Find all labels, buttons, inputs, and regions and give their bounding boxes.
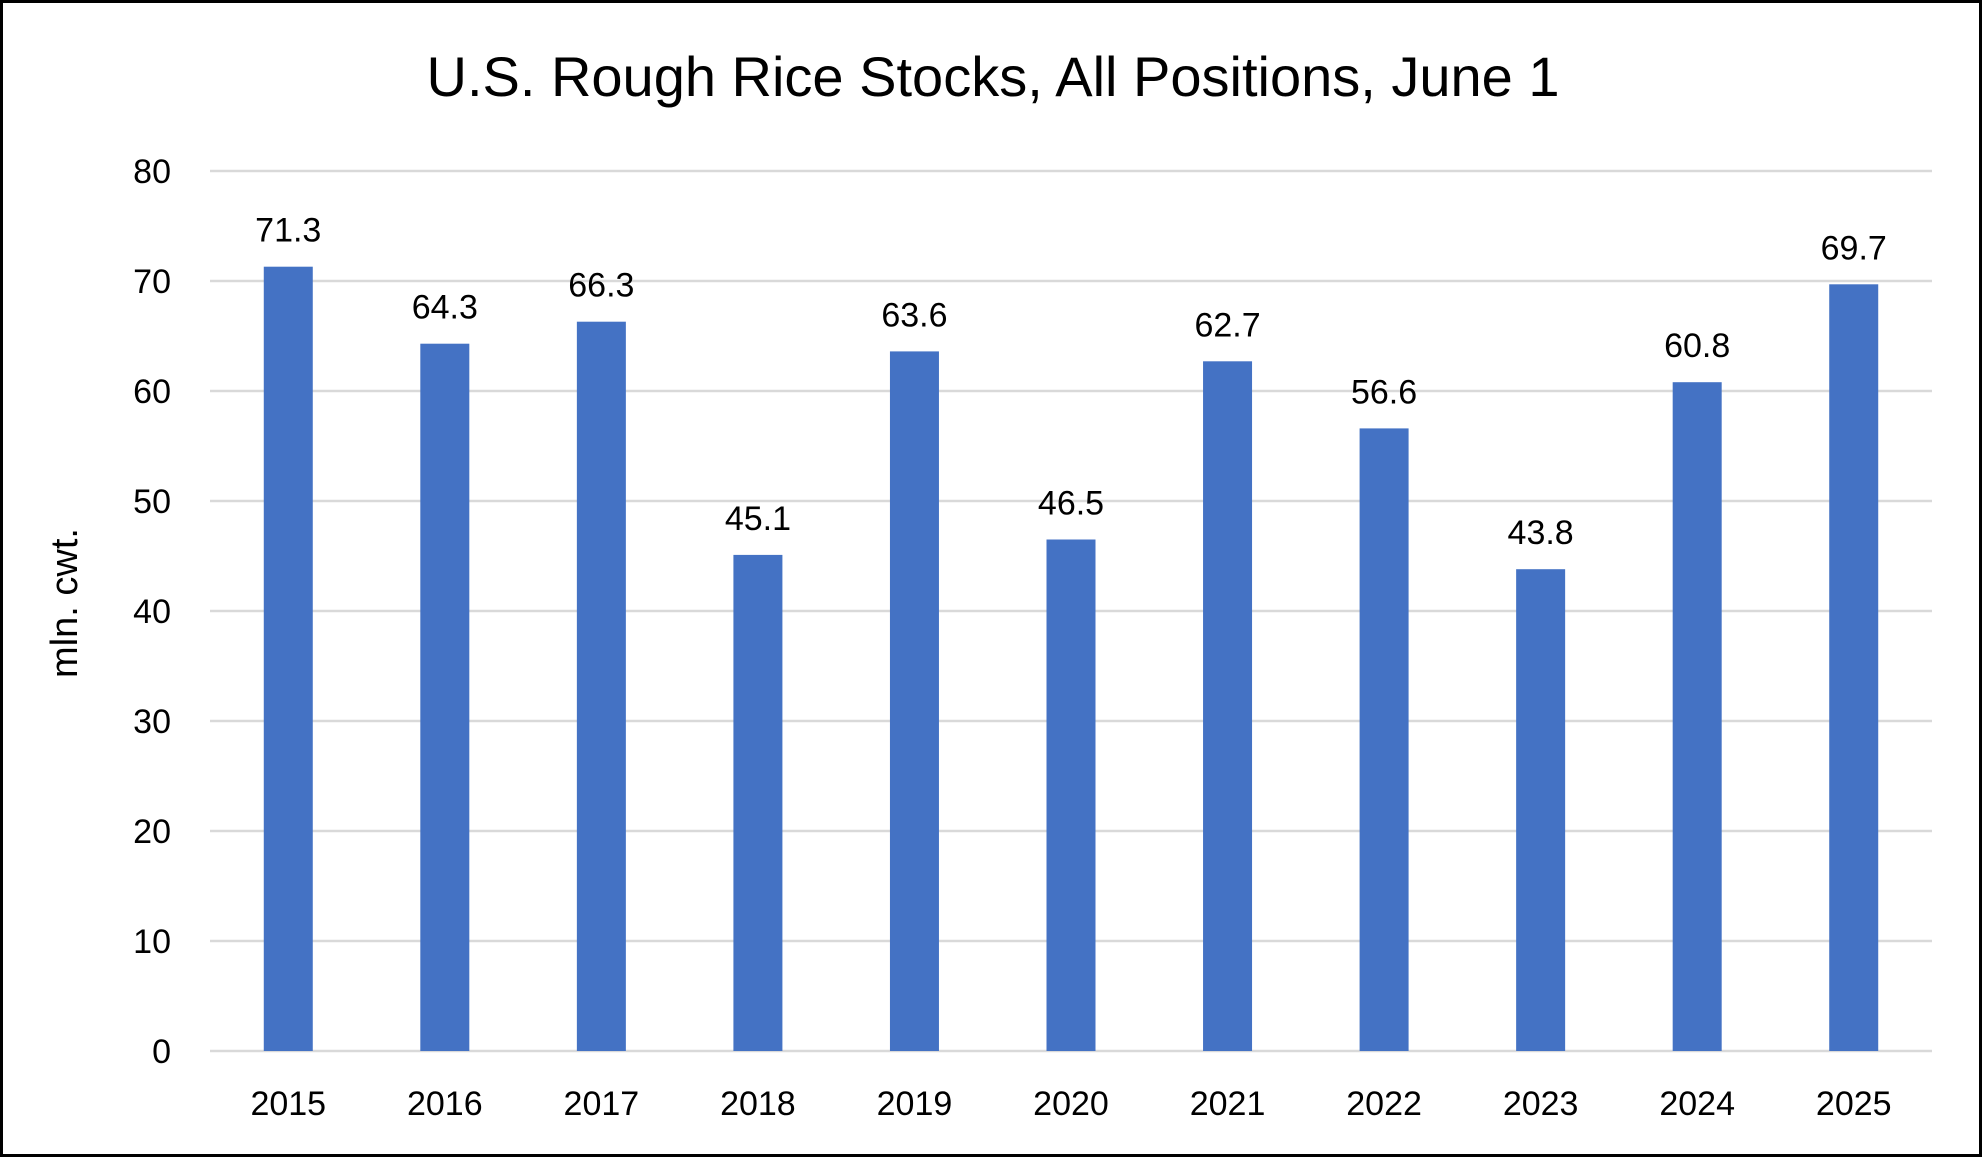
x-tick-label: 2025 (1816, 1085, 1892, 1123)
bars (263, 266, 1879, 1051)
bar-2023 (1516, 569, 1566, 1051)
bar-chart: U.S. Rough Rice Stocks, All Positions, J… (44, 45, 1932, 1123)
data-label: 60.8 (1664, 327, 1730, 365)
x-tick-label: 2019 (877, 1085, 953, 1123)
bar-2019 (889, 351, 939, 1051)
x-tick-label: 2020 (1033, 1085, 1109, 1123)
y-tick-label: 0 (152, 1033, 171, 1071)
data-label: 66.3 (568, 267, 634, 305)
data-labels: 71.3 64.3 66.3 45.1 63.6 46.5 62.7 56.6 43.8 60.8… (255, 212, 1887, 553)
x-tick-label: 2017 (564, 1085, 640, 1123)
bar-2018 (733, 554, 783, 1051)
data-label: 45.1 (725, 500, 791, 538)
bar-2017 (576, 321, 626, 1051)
y-tick-label: 10 (133, 923, 171, 961)
data-label: 64.3 (412, 289, 478, 327)
bar-2022 (1359, 428, 1409, 1051)
bar-2025 (1829, 284, 1879, 1051)
data-label: 71.3 (255, 212, 321, 250)
bar-2016 (420, 343, 470, 1051)
y-axis-ticks: 0 10 20 30 40 50 60 70 80 (133, 153, 171, 1071)
x-tick-label: 2021 (1190, 1085, 1266, 1123)
chart-title: U.S. Rough Rice Stocks, All Positions, J… (427, 45, 1560, 108)
data-label: 43.8 (1508, 514, 1574, 552)
bar-2024 (1672, 382, 1722, 1051)
y-axis-title: mln. cwt. (44, 528, 86, 678)
x-tick-label: 2024 (1659, 1085, 1735, 1123)
data-label: 63.6 (881, 296, 947, 334)
y-tick-label: 30 (133, 703, 171, 741)
x-axis-ticks: 2015 2016 2017 2018 2019 2020 2021 2022 2023 2024… (250, 1085, 1891, 1123)
y-tick-label: 50 (133, 483, 171, 521)
y-tick-label: 70 (133, 263, 171, 301)
data-label: 46.5 (1038, 485, 1104, 523)
bar-2021 (1203, 361, 1253, 1051)
x-tick-label: 2022 (1346, 1085, 1422, 1123)
y-tick-label: 40 (133, 593, 171, 631)
y-tick-label: 20 (133, 813, 171, 851)
data-label: 69.7 (1821, 229, 1887, 267)
x-tick-label: 2018 (720, 1085, 796, 1123)
x-tick-label: 2015 (250, 1085, 326, 1123)
data-label: 56.6 (1351, 373, 1417, 411)
data-label: 62.7 (1194, 306, 1260, 344)
bar-2015 (263, 266, 313, 1051)
y-tick-label: 80 (133, 153, 171, 191)
bar-2020 (1046, 539, 1096, 1051)
x-tick-label: 2016 (407, 1085, 483, 1123)
y-tick-label: 60 (133, 373, 171, 411)
x-tick-label: 2023 (1503, 1085, 1579, 1123)
